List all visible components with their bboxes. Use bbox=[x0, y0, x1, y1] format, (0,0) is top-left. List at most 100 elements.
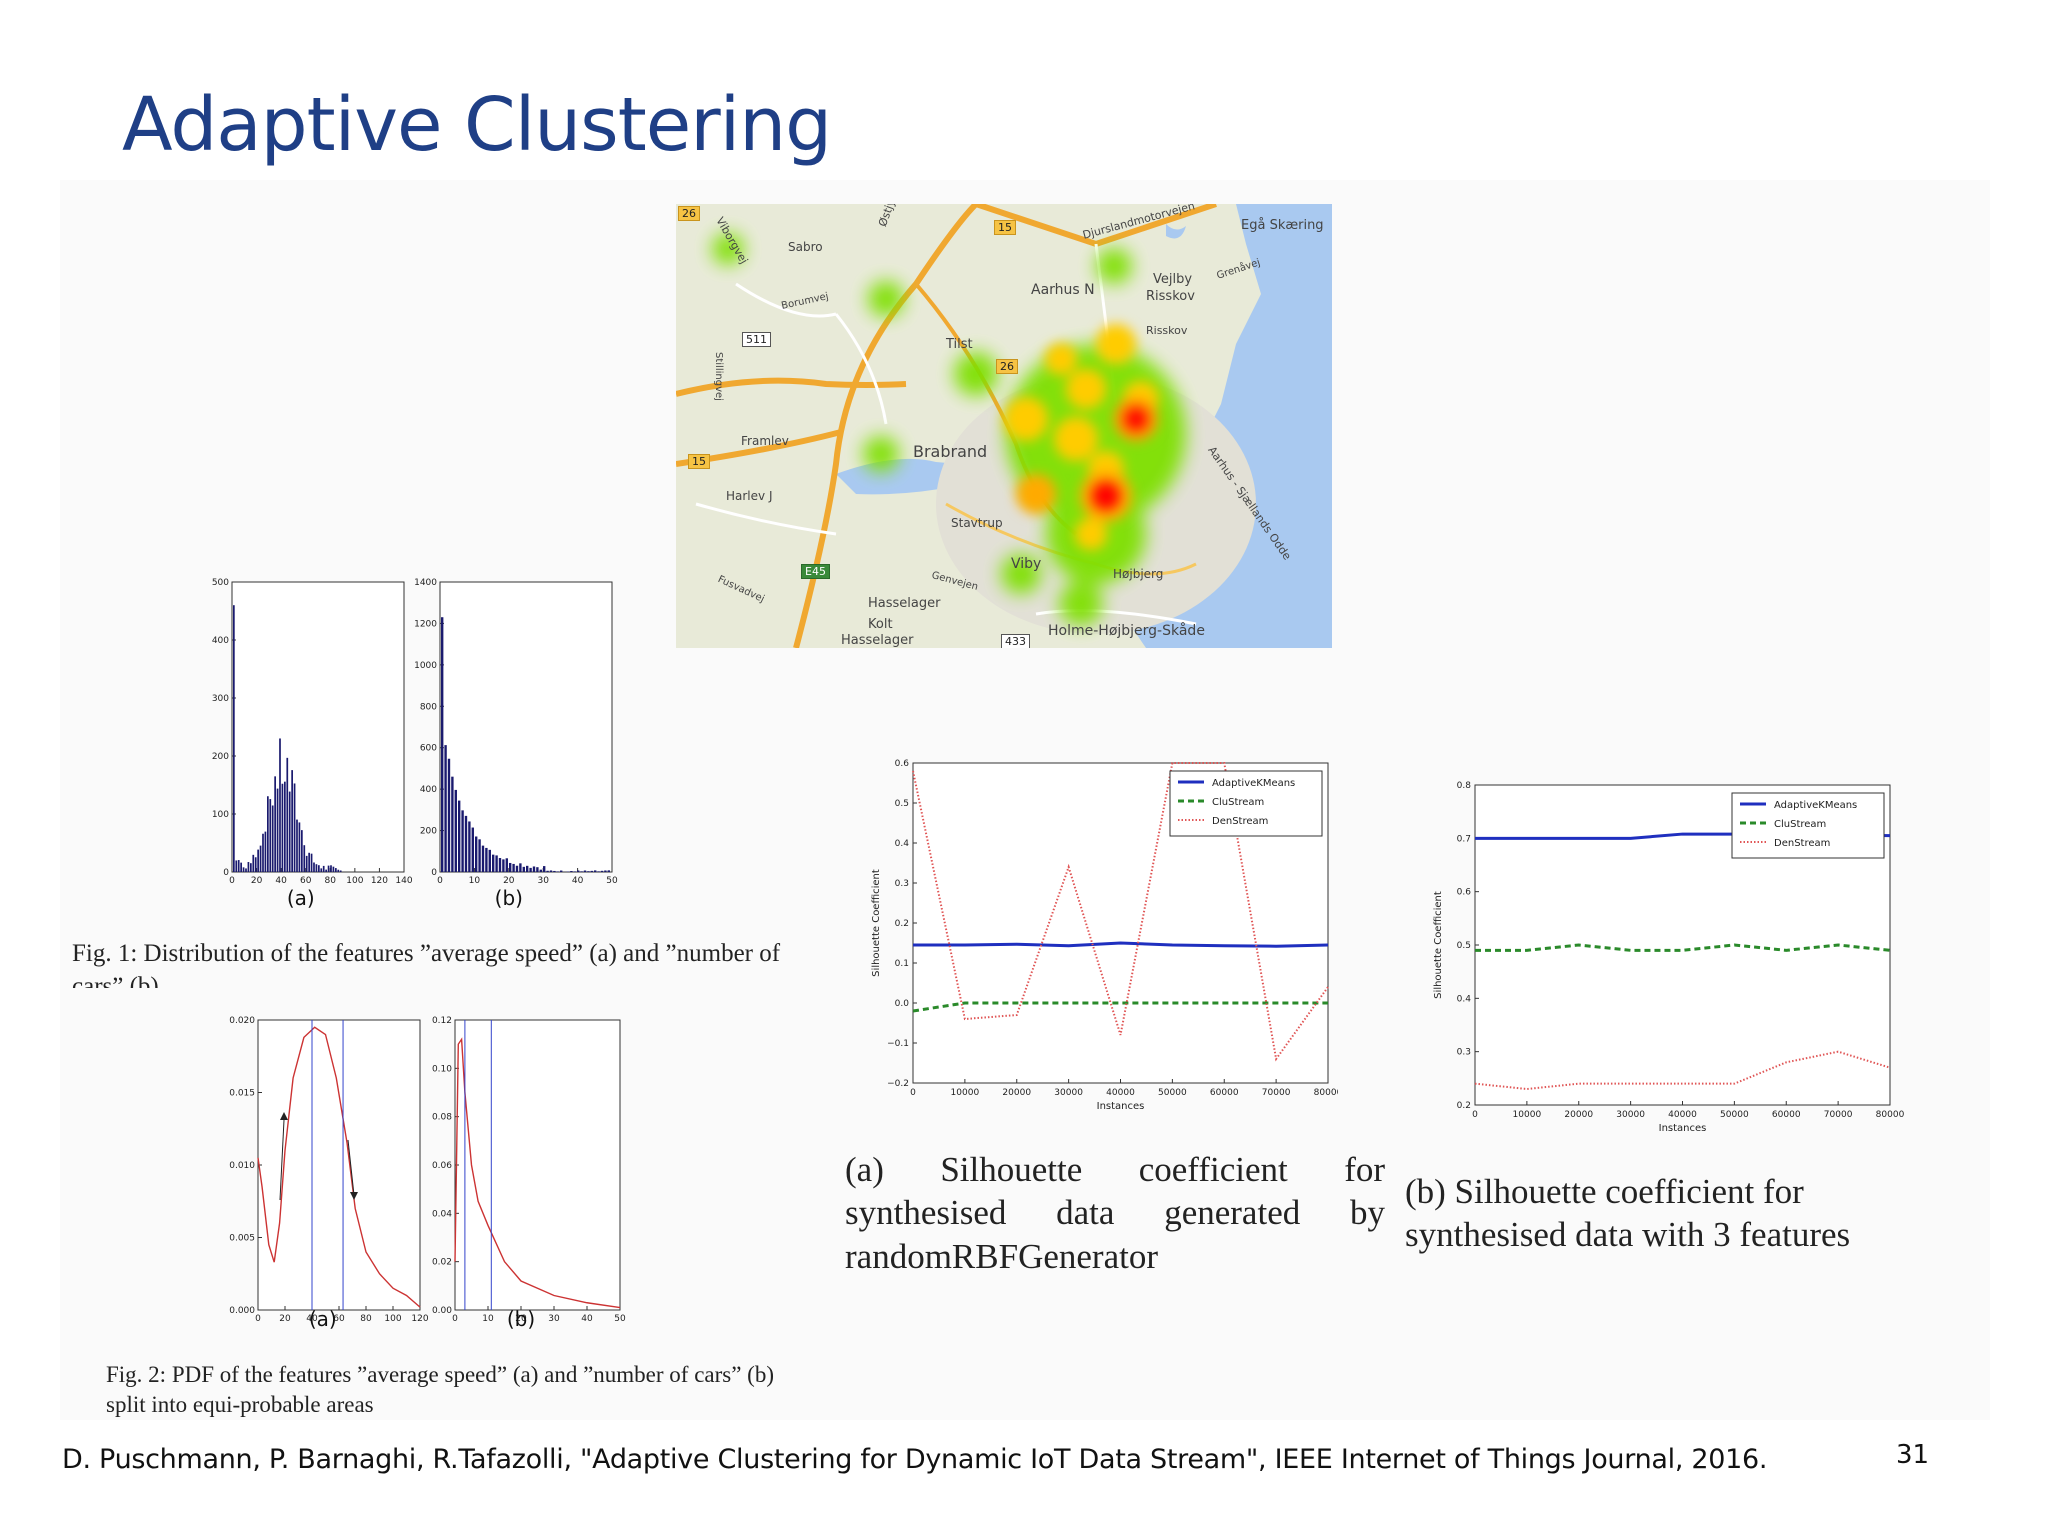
fig1a-xtick-label: 140 bbox=[395, 876, 412, 886]
chart-a-xtick-label: 20000 bbox=[1002, 1088, 1031, 1098]
fig2a-arrow-up-head bbox=[280, 1112, 288, 1120]
fig1a-bar bbox=[274, 776, 276, 872]
fig1a-bar bbox=[284, 781, 286, 872]
fig2a-xtick-label: 80 bbox=[360, 1314, 372, 1324]
fig1a-bar bbox=[245, 868, 247, 872]
road-shield: 15 bbox=[994, 220, 1016, 235]
fig1a-bar bbox=[237, 860, 240, 872]
fig1b-bar bbox=[549, 870, 553, 872]
fig1b-bar bbox=[590, 870, 593, 872]
fig1b-bar bbox=[556, 871, 559, 872]
fig1b-bar bbox=[447, 758, 451, 872]
chart-a-xtick-label: 10000 bbox=[951, 1088, 980, 1098]
fig1a-ytick-label: 500 bbox=[212, 578, 229, 588]
fig1b-bar bbox=[495, 855, 498, 872]
chart-a-xlabel: Instances bbox=[1097, 1101, 1145, 1112]
map-label-holme: Holme-Højbjerg-Skåde bbox=[1048, 623, 1205, 639]
fig2a-xtick-label: 20 bbox=[279, 1314, 291, 1324]
chart-a-ytick-label: 0.3 bbox=[895, 879, 909, 889]
fig1a-bar bbox=[267, 796, 269, 872]
map-base bbox=[676, 204, 1332, 648]
chart-a-ytick-label: 0.6 bbox=[895, 759, 910, 769]
chart-b-xtick-label: 20000 bbox=[1564, 1110, 1593, 1120]
fig1a-bar bbox=[313, 862, 315, 872]
fig1b-bar bbox=[532, 866, 536, 872]
fig2a-xtick-label: 0 bbox=[255, 1314, 261, 1324]
fig1a-bar bbox=[293, 783, 296, 872]
fig1b-xtick-label: 50 bbox=[606, 876, 618, 886]
fig1a-bar bbox=[281, 783, 284, 872]
chart-a-ylabel: Silhouette Coefficient bbox=[871, 869, 882, 977]
fig1a-bar bbox=[242, 867, 245, 872]
chart-a-ytick-label: −0.2 bbox=[887, 1079, 909, 1089]
fig1b-bar bbox=[539, 869, 542, 872]
chart-a-xtick-label: 30000 bbox=[1054, 1088, 1083, 1098]
fig1a-bar bbox=[308, 852, 310, 872]
silhouette-chart-a-svg: 0.6 0.5 0.4 0.3 0.2 0.1 0.0 −0.1 −0.20 10000 20000… bbox=[871, 759, 1338, 1112]
fig1b-bar bbox=[502, 859, 505, 872]
fig1b-bar bbox=[577, 870, 580, 872]
fig1a-ytick-label: 0 bbox=[223, 868, 229, 878]
fig2b-ytick-label: 0.10 bbox=[432, 1064, 452, 1074]
map-label-viby: Viby bbox=[1011, 556, 1042, 572]
fig1b-ytick-label: 600 bbox=[420, 744, 437, 754]
map-label-tilst: Tilst bbox=[946, 337, 973, 352]
fig1b-bar bbox=[583, 870, 587, 872]
slide-title: Adaptive Clustering bbox=[122, 82, 832, 168]
fig2a-ytick-label: 0.005 bbox=[229, 1234, 255, 1244]
fig1a-xtick-label: 100 bbox=[346, 876, 363, 886]
chart-a-xtick-label: 80000 bbox=[1314, 1088, 1338, 1098]
fig2a-xtick-label: 40 bbox=[306, 1314, 318, 1324]
chart-a-xtick-label: 60000 bbox=[1210, 1088, 1239, 1098]
fig1a-bar bbox=[318, 865, 320, 872]
fig1b-sublabel: (b) bbox=[495, 886, 523, 910]
fig1b-bar bbox=[560, 870, 563, 872]
fig1a-bar bbox=[337, 869, 340, 872]
chart-b-ytick-label: 0.5 bbox=[1457, 941, 1471, 951]
fig1a-bar bbox=[315, 864, 318, 872]
fig1b-bar bbox=[512, 863, 515, 872]
map-label-framlev: Framlev bbox=[741, 434, 789, 448]
fig1b-bar bbox=[468, 821, 471, 872]
map-label-aarhus-n: Aarhus N bbox=[1031, 282, 1095, 298]
fig1b-bar bbox=[451, 776, 454, 872]
fig1a-bar bbox=[288, 791, 291, 872]
fig1b-xtick-label: 0 bbox=[437, 876, 443, 886]
fig1b-ytick-label: 200 bbox=[420, 827, 437, 837]
fig1b-bar bbox=[505, 858, 508, 872]
fig2a-arrow-down-head bbox=[350, 1192, 358, 1200]
fig1b-ytick-label: 1200 bbox=[414, 619, 437, 629]
aarhus-traffic-heatmap: Viborgvej Sabro Østjyske Motorvej Djursl… bbox=[676, 204, 1332, 648]
fig1b-bar bbox=[566, 871, 570, 872]
fig1a-xtick-label: 40 bbox=[275, 876, 287, 886]
fig2b-ytick-label: 0.06 bbox=[432, 1161, 452, 1171]
fig2b-ytick-label: 0.00 bbox=[432, 1306, 452, 1316]
fig1b-bar bbox=[604, 870, 607, 872]
fig2a-pdf-line bbox=[257, 1026, 421, 1308]
fig1a-bar bbox=[250, 863, 252, 872]
fig1b-bar bbox=[546, 870, 549, 872]
heat-red-layer bbox=[1092, 408, 1147, 510]
fig1a-bar bbox=[247, 862, 250, 872]
fig2-caption: Fig. 2: PDF of the features ”average spe… bbox=[106, 1362, 774, 1417]
citation-footer: D. Puschmann, P. Barnaghi, R.Tafazolli, … bbox=[62, 1444, 1768, 1475]
road-shield: 26 bbox=[996, 359, 1018, 374]
chart-a-ytick-label: 0.0 bbox=[895, 999, 910, 1009]
fig1a-bar bbox=[271, 805, 274, 872]
fig2a-ytick-label: 0.000 bbox=[229, 1306, 255, 1316]
fig1b-bar bbox=[492, 854, 495, 872]
fig1a-bar bbox=[240, 862, 242, 872]
chart-b-xtick-label: 50000 bbox=[1720, 1110, 1749, 1120]
road-shield: 433 bbox=[1001, 634, 1030, 648]
fig1b-bar bbox=[458, 800, 461, 872]
fig1a-bar bbox=[325, 869, 327, 872]
fig1b-xtick-label: 40 bbox=[572, 876, 584, 886]
fig1b-bar bbox=[536, 867, 539, 872]
fig1a-bar bbox=[305, 855, 308, 872]
fig1a-bar bbox=[298, 822, 301, 872]
fig1a-axes-frame bbox=[231, 581, 405, 873]
fig2b-sublabel: (b) bbox=[507, 1307, 535, 1331]
fig1a-xtick-label: 20 bbox=[251, 876, 263, 886]
map-label-kolt: Kolt bbox=[868, 617, 893, 632]
fig1b-ytick-label: 1400 bbox=[414, 578, 437, 588]
